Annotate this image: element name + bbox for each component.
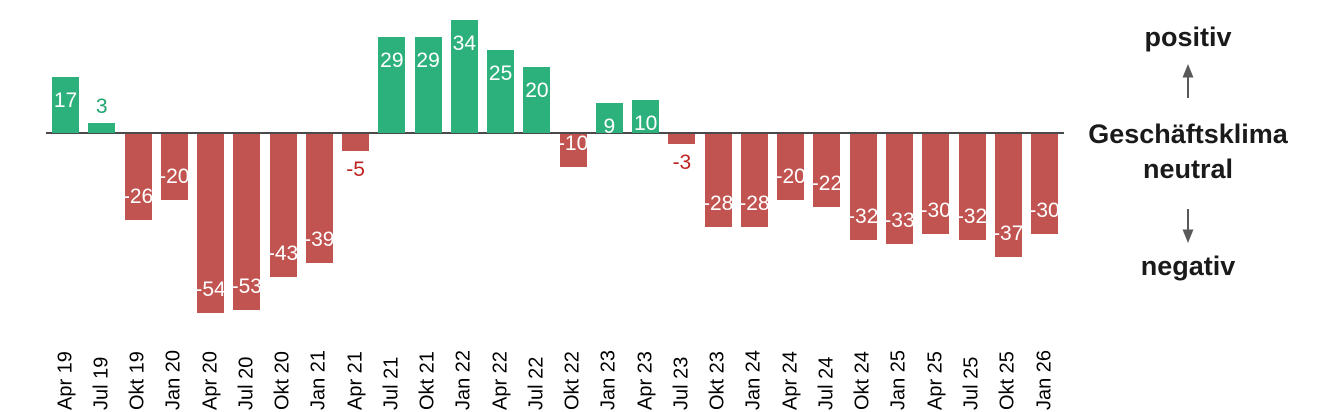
bar-value-label-apr-25: -30: [920, 198, 951, 222]
bar-value-label-apr-23: 10: [633, 111, 658, 135]
x-tick-label-okt-25: Okt 25: [996, 351, 1019, 410]
x-tick-label-jan-23: Jan 23: [597, 349, 620, 410]
bar-value-label-jul-23: -3: [672, 150, 692, 174]
bar-value-label-jan-20: -20: [159, 165, 190, 189]
bar-apr-24: [777, 134, 805, 201]
bar-apr-22: [487, 50, 515, 133]
x-tick-label-apr-25: Apr 25: [924, 351, 947, 410]
bar-jan-23: [595, 103, 623, 133]
x-tick-label-apr-22: Apr 22: [489, 351, 512, 410]
bar-apr-21: [342, 134, 370, 151]
bar-value-label-jan-23: 9: [603, 115, 616, 139]
bar-value-label-apr-24: -20: [775, 165, 806, 189]
bar-value-label-jan-21: -39: [304, 228, 335, 252]
bar-value-label-jan-25: -33: [884, 208, 915, 232]
neutral-axis-label-line1: Geschäftsklima: [1088, 119, 1288, 149]
arrow-up-icon: [1180, 64, 1196, 103]
axis-annotation: positiv Geschäftsklima neutral negativ: [1063, 0, 1313, 412]
bar-jul-24: [813, 134, 841, 208]
x-tick-label-okt-19: Okt 19: [126, 351, 149, 410]
arrow-down-icon: [1180, 209, 1196, 248]
chart-plot-area: 17 Apr 19 3 Jul 19 -26 Okt 19 -20 Jan 20 -54 Apr …: [46, 20, 1064, 410]
bar-jul-20: [233, 134, 261, 310]
positive-direction-label: positiv: [1144, 22, 1232, 52]
bar-okt-25: [994, 134, 1022, 257]
x-tick-label-jan-25: Jan 25: [887, 349, 910, 410]
bar-value-label-okt-24: -32: [848, 205, 879, 229]
x-tick-label-apr-20: Apr 20: [199, 351, 222, 410]
x-tick-label-apr-21: Apr 21: [344, 351, 367, 410]
bar-value-label-apr-20: -54: [195, 278, 226, 302]
bar-apr-19: [52, 76, 79, 133]
neutral-axis-label-line2: neutral: [1142, 154, 1234, 184]
bar-value-label-jan-22: 34: [452, 32, 477, 56]
bar-jan-20: [160, 134, 188, 201]
x-tick-label-jan-26: Jan 26: [1033, 349, 1056, 410]
x-tick-label-jan-21: Jan 21: [307, 349, 330, 410]
x-tick-label-apr-19: Apr 19: [54, 351, 76, 410]
bar-value-label-jul-21: 29: [380, 48, 404, 72]
bar-value-label-apr-19: 17: [53, 88, 78, 112]
x-tick-label-okt-21: Okt 21: [416, 351, 439, 410]
bar-value-label-okt-21: 29: [416, 48, 440, 72]
bar-okt-19: [124, 134, 152, 221]
x-tick-label-jul-20: Jul 20: [235, 356, 258, 410]
bar-value-label-okt-25: -37: [993, 221, 1024, 245]
bar-value-label-jul-25: -32: [956, 205, 988, 229]
x-tick-label-jul-24: Jul 24: [815, 356, 838, 410]
x-tick-label-jul-19: Jul 19: [90, 356, 113, 410]
bar-apr-20: [197, 134, 225, 314]
x-tick-label-apr-23: Apr 23: [634, 351, 657, 410]
bar-value-label-apr-22: 25: [488, 62, 513, 85]
bar-okt-22: [559, 134, 587, 168]
bar-okt-20: [269, 134, 297, 277]
bar-jan-22: [450, 20, 478, 133]
bar-jan-25: [885, 134, 913, 244]
x-tick-label-jul-25: Jul 25: [960, 356, 983, 410]
x-tick-label-jul-21: Jul 21: [380, 356, 403, 410]
zero-axis-line: [46, 132, 1064, 134]
bar-value-label-okt-20: -43: [267, 241, 299, 265]
bar-okt-23: [704, 134, 732, 227]
x-tick-label-okt-24: Okt 24: [851, 351, 874, 410]
bar-value-label-jul-19: 3: [95, 95, 108, 119]
bar-jul-19: [88, 123, 116, 133]
x-tick-label-jul-22: Jul 22: [525, 356, 548, 410]
bar-value-label-jul-20: -53: [231, 274, 262, 298]
bar-jul-21: [378, 36, 406, 133]
bar-value-label-okt-19: -26: [122, 185, 154, 209]
bar-value-label-jul-24: -22: [811, 172, 843, 196]
negative-direction-label: negativ: [1140, 251, 1236, 281]
x-tick-label-jan-20: Jan 20: [162, 349, 185, 410]
x-tick-label-apr-24: Apr 24: [779, 351, 802, 410]
bar-value-label-okt-22: -10: [557, 132, 589, 156]
bar-value-label-okt-23: -28: [702, 191, 734, 215]
bar-okt-24: [849, 134, 877, 241]
neutral-axis-label: Geschäftsklima neutral: [1063, 117, 1313, 187]
x-tick-label-jan-22: Jan 22: [452, 349, 475, 410]
bar-jan-24: [740, 134, 768, 227]
bar-jul-23: [668, 134, 696, 144]
bar-value-label-apr-21: -5: [346, 157, 365, 181]
bar-value-label-jan-24: -28: [739, 191, 770, 215]
bar-okt-21: [414, 36, 442, 133]
x-tick-label-jan-24: Jan 24: [742, 349, 765, 410]
bar-jan-21: [305, 134, 333, 264]
bar-jul-25: [958, 134, 986, 241]
x-tick-label-jul-23: Jul 23: [670, 356, 693, 410]
bar-apr-25: [922, 134, 950, 234]
bar-jul-22: [523, 66, 551, 133]
bar-apr-23: [632, 99, 660, 133]
bar-jan-26: [1031, 134, 1059, 234]
bar-value-label-jan-26: -30: [1029, 198, 1060, 222]
x-tick-label-okt-22: Okt 22: [561, 351, 584, 410]
x-tick-label-okt-23: Okt 23: [706, 351, 729, 410]
x-tick-label-okt-20: Okt 20: [271, 351, 294, 410]
bar-value-label-jul-22: 20: [525, 78, 549, 102]
